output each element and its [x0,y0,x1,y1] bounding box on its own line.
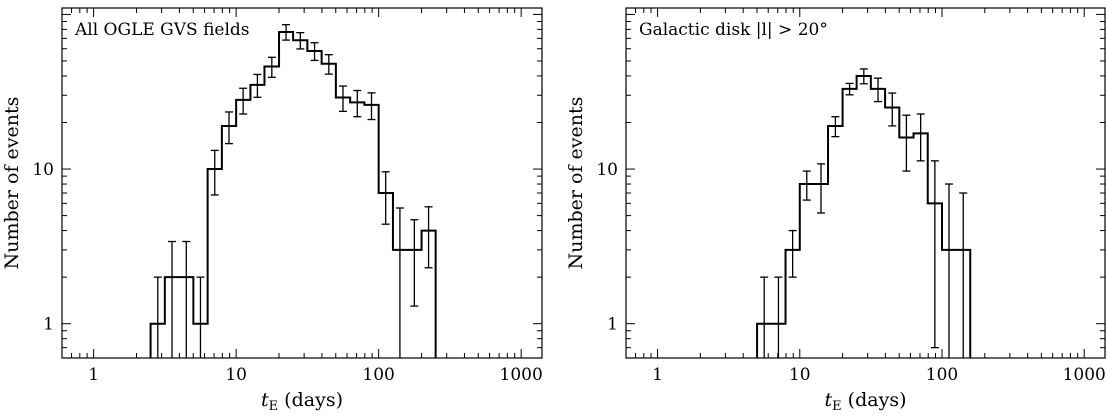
plot-frame [61,7,543,359]
y-tick-label: 10 [596,160,618,180]
axis-ticks [625,8,1105,359]
x-axis-label: tE (days) [261,389,343,414]
x-tick-label: 10 [789,365,811,385]
error-bar [816,163,825,214]
error-bar [168,240,177,358]
error-bar [381,171,390,225]
plot-frame [625,7,1106,359]
histogram-step-line [756,74,972,358]
error-bar [760,276,769,358]
x-tick-label: 1000 [500,365,543,385]
error-bar [424,206,433,269]
error-bar [959,192,968,358]
panel-left: 1 10 100 1000 1 10 tE (days) Number of events Al… [1,7,543,414]
x-label-unit: (days) [842,389,907,411]
x-tick-label: 10 [225,365,247,385]
error-bar [324,54,333,75]
x-axis-label: tE (days) [825,389,907,414]
x-tick-label: 100 [926,365,958,385]
error-bar [395,207,404,358]
x-tick-label: 1 [88,365,99,385]
panel-right: 1 10 100 1000 1 10 tE (days) Number of events Ga… [565,7,1106,414]
error-bar [788,229,797,278]
error-bar [239,87,248,115]
error-bar [410,219,419,307]
error-bar [310,42,319,62]
error-bar [267,56,276,78]
error-bar [153,276,162,358]
error-bar [367,92,376,121]
error-bar [196,276,205,358]
x-label-symbol: t [261,389,269,411]
x-tick-label: 100 [362,365,394,385]
x-tick-label: 1 [652,365,663,385]
panel-annotation: Galactic disk |l| > 20° [639,20,828,40]
error-bar [944,183,953,358]
error-bar [888,92,897,127]
error-bar [182,240,191,358]
error-bar [831,116,840,138]
y-axis-label: Number of events [565,97,587,270]
y-tick-label: 1 [607,315,618,335]
error-bar [282,24,291,41]
error-bar [802,170,811,201]
x-label-symbol: t [825,389,833,411]
y-axis-label: Number of events [1,97,23,270]
error-bar [253,73,262,98]
error-bar [338,85,347,113]
error-bar [224,111,233,145]
error-bar [874,77,883,103]
panel-annotation: All OGLE GVS fields [74,20,250,40]
histogram-step-line [149,30,437,358]
error-bar [930,160,939,349]
error-bar [774,276,783,358]
x-label-subscript: E [832,399,842,414]
x-label-unit: (days) [278,389,343,411]
error-bar [210,149,219,196]
y-tick-label: 1 [43,315,54,335]
error-bar [296,32,305,50]
axis-ticks [61,8,542,359]
y-tick-label: 10 [32,160,54,180]
error-bar [845,82,854,96]
error-bar [353,89,362,118]
error-bar [859,68,868,85]
error-bar [902,114,911,172]
x-label-subscript: E [269,399,279,414]
x-tick-label: 1000 [1063,365,1106,385]
error-bar [916,113,925,162]
